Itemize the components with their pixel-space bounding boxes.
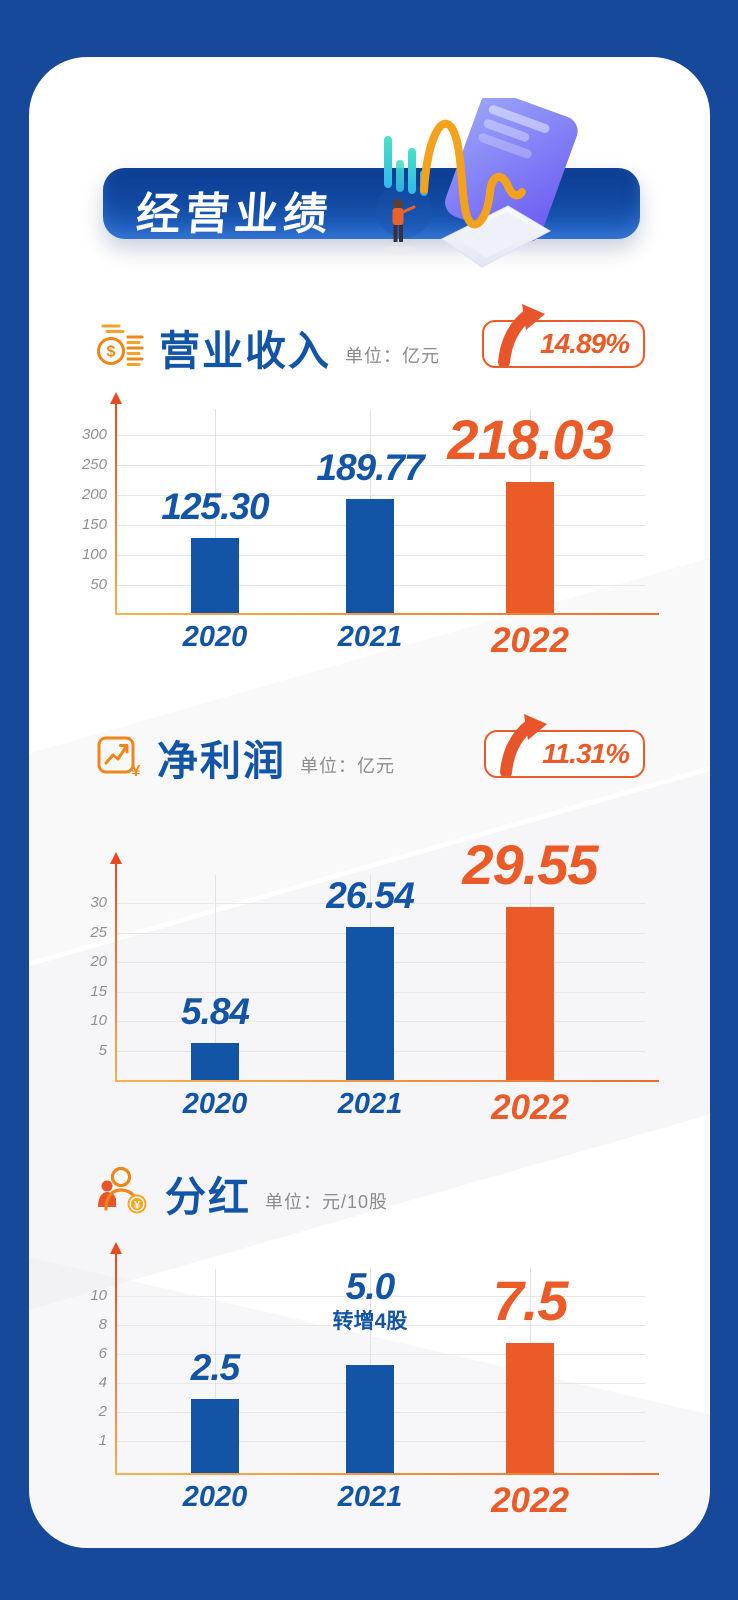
- bar: [191, 1043, 239, 1080]
- profit-chart-icon: ¥: [95, 731, 143, 784]
- bar-value-label: 5.84: [180, 991, 250, 1032]
- gridline-vertical: [215, 875, 216, 1080]
- up-arrow-icon: [494, 714, 548, 778]
- bar: [346, 927, 394, 1080]
- bar: [346, 1365, 394, 1473]
- unit-label: 单位：亿元: [300, 756, 395, 776]
- bar-value-label: 189.77: [316, 447, 424, 488]
- gridline-horizontal: [115, 903, 645, 904]
- svg-text:$: $: [107, 344, 116, 361]
- x-axis-label: 2021: [337, 621, 403, 653]
- y-tick-label: 30: [90, 894, 107, 911]
- revenue-bar-chart: 300 250 200 150 100 50 125.30 2020 189.77 2021 218…: [82, 392, 659, 660]
- y-axis-line: [115, 403, 117, 613]
- y-axis-line: [115, 863, 117, 1080]
- bar-value-label: 29.55: [462, 833, 598, 896]
- growth-badge: 14.89%: [482, 304, 645, 368]
- y-tick-label: 1: [98, 1432, 107, 1449]
- x-axis-label: 2020: [182, 1481, 248, 1513]
- section-dividend-header: ¥ 分红 单位：元/10股: [95, 1158, 645, 1220]
- y-tick-label: 5: [98, 1041, 107, 1059]
- y-tick-label: 200: [81, 486, 107, 503]
- y-tick-label: 15: [90, 982, 107, 1000]
- y-tick-label: 10: [90, 1287, 107, 1304]
- x-axis-label: 2022: [491, 1481, 569, 1520]
- x-axis-label: 2022: [491, 621, 569, 660]
- bar: [346, 499, 394, 613]
- gridline-vertical: [215, 1269, 216, 1473]
- money-ledger-icon: $: [95, 319, 145, 374]
- y-tick-label: 4: [98, 1374, 107, 1391]
- y-tick-label: 150: [81, 516, 107, 533]
- up-arrow-icon: [492, 304, 546, 368]
- svg-text:¥: ¥: [132, 763, 141, 779]
- dividend-bar-chart: 10 8 6 4 2 1 2.5 2020 转增4股 5.0 2021 7.5 2022: [85, 1242, 659, 1520]
- growth-value: 14.89%: [540, 328, 630, 359]
- x-axis-label: 2021: [337, 1088, 403, 1120]
- content-card: [29, 57, 710, 1548]
- gridline-horizontal: [115, 465, 645, 466]
- gridline-horizontal: [115, 435, 645, 436]
- section-title: 净利润: [157, 737, 286, 784]
- bar-sub-label: 转增4股: [332, 1310, 408, 1333]
- net-profit-bar-chart: 30 25 20 15 10 5 5.84 2020 26.54 2021 29.55 2022: [85, 833, 659, 1127]
- bar: [191, 1399, 239, 1473]
- x-axis-label: 2020: [182, 621, 248, 653]
- x-axis-line: [115, 613, 659, 615]
- unit-label: 单位：亿元: [345, 346, 440, 366]
- y-tick-label: 100: [81, 546, 107, 563]
- section-title: 营业收入: [159, 327, 331, 374]
- svg-text:¥: ¥: [134, 1200, 141, 1212]
- laptop-analytics-illustration: [358, 91, 580, 270]
- x-axis-line: [115, 1473, 659, 1475]
- gridline-horizontal: [115, 1325, 645, 1326]
- x-axis-label: 2020: [182, 1088, 248, 1120]
- bar: [506, 482, 554, 613]
- y-tick-label: 6: [98, 1345, 107, 1362]
- y-tick-label: 50: [90, 576, 107, 593]
- section-profit-header: ¥ 净利润 单位：亿元 11.31%: [95, 714, 645, 784]
- growth-value: 11.31%: [542, 738, 630, 769]
- gridline-horizontal: [115, 1354, 645, 1355]
- y-tick-label: 300: [81, 426, 107, 443]
- shareholders-coin-icon: ¥: [95, 1163, 151, 1220]
- x-axis-label: 2022: [491, 1088, 569, 1127]
- unit-label: 单位：元/10股: [265, 1192, 389, 1212]
- section-title: 分红: [165, 1173, 251, 1220]
- gridline-horizontal: [115, 1296, 645, 1297]
- gridline-vertical: [215, 409, 216, 613]
- growth-badge: 11.31%: [484, 714, 645, 778]
- y-tick-label: 20: [90, 953, 107, 970]
- y-tick-label: 25: [90, 923, 107, 941]
- y-axis-arrow: [110, 392, 122, 404]
- bar: [506, 907, 554, 1080]
- x-axis-line: [115, 1080, 659, 1082]
- x-axis-label: 2021: [337, 1481, 403, 1513]
- y-tick-label: 10: [90, 1012, 107, 1029]
- bar: [191, 538, 239, 613]
- gridline-horizontal: [115, 495, 645, 496]
- bar-value-label: 7.5: [492, 1269, 569, 1332]
- bar-value-label: 5.0: [345, 1266, 395, 1307]
- y-axis-arrow: [110, 1242, 122, 1254]
- section-revenue-header: $ 营业收入 单位：亿元 14.89%: [95, 304, 645, 374]
- y-tick-label: 8: [98, 1316, 107, 1333]
- y-tick-label: 2: [98, 1403, 107, 1420]
- bar-value-label: 125.30: [161, 486, 269, 527]
- y-axis-arrow: [110, 852, 122, 864]
- y-axis-line: [115, 1253, 117, 1473]
- y-tick-label: 250: [81, 456, 107, 473]
- bar-value-label: 2.5: [190, 1347, 240, 1388]
- bar-value-label: 26.54: [326, 875, 415, 916]
- bar: [506, 1343, 554, 1473]
- bar-value-label: 218.03: [447, 408, 613, 471]
